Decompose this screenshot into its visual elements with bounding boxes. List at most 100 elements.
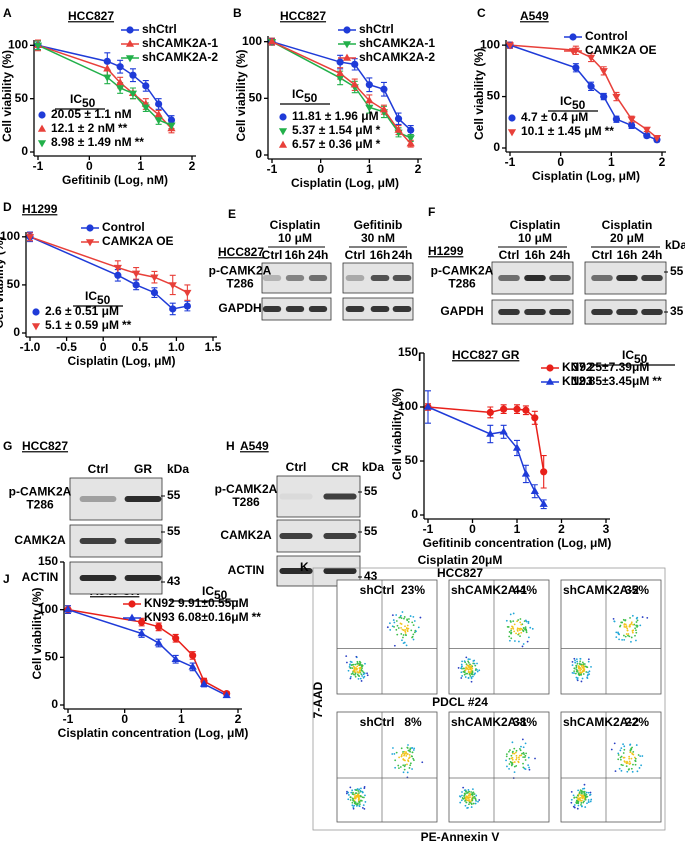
marker — [116, 85, 125, 93]
ic50-header: IC — [560, 94, 572, 108]
event-dot — [521, 752, 523, 755]
event-dot — [472, 660, 475, 662]
event-dot — [358, 804, 361, 807]
lane-label: 16h — [525, 248, 546, 262]
ic50-sub: 50 — [82, 96, 96, 110]
event-dot — [630, 621, 633, 624]
x-tick-label: 0 — [86, 159, 93, 173]
event-dot — [462, 667, 465, 670]
event-dot — [635, 624, 638, 627]
legend-label: shCAMK2A-2 — [142, 50, 218, 64]
marker — [86, 224, 94, 232]
event-dot — [403, 754, 405, 757]
ic50-value: 5.37 ± 1.54 μM — [292, 123, 373, 137]
event-dot — [400, 623, 403, 625]
event-dot — [524, 754, 527, 757]
event-dot — [400, 633, 403, 635]
event-dot — [475, 668, 478, 671]
event-dot — [573, 670, 576, 673]
event-dot — [347, 794, 350, 796]
event-dot — [465, 656, 468, 659]
event-dot — [571, 660, 574, 663]
event-dot — [468, 799, 470, 801]
marker — [279, 113, 287, 121]
dose-label: 30 nM — [361, 231, 395, 245]
event-dot — [403, 616, 406, 618]
marker — [627, 116, 636, 124]
x-tick-label: 2 — [659, 155, 666, 169]
marker — [500, 405, 508, 413]
event-dot — [356, 667, 358, 670]
event-dot — [388, 622, 391, 625]
marker — [587, 82, 595, 90]
event-dot — [575, 664, 578, 667]
event-dot — [619, 749, 622, 752]
marker — [545, 377, 555, 385]
marker — [154, 117, 163, 125]
event-dot — [522, 751, 525, 754]
event-dot — [589, 791, 592, 794]
event-dot — [513, 765, 516, 768]
lane-label: 24h — [308, 248, 329, 262]
panel-letter: J — [3, 572, 10, 586]
event-dot — [406, 763, 408, 766]
event-dot — [579, 663, 581, 666]
event-dot — [358, 792, 360, 794]
event-dot — [576, 662, 579, 665]
marker — [138, 618, 146, 626]
event-dot — [465, 663, 468, 666]
ic50-value: 8.98 ± 1.49 nM — [51, 135, 132, 149]
event-dot — [625, 765, 628, 768]
event-dot — [619, 625, 621, 628]
event-dot — [363, 807, 366, 810]
event-dot — [581, 794, 584, 797]
x-tick-label: 0.5 — [131, 340, 148, 354]
event-dot — [519, 635, 521, 638]
event-dot — [573, 804, 576, 806]
event-dot — [516, 620, 519, 623]
event-dot — [358, 794, 360, 797]
event-dot — [527, 620, 530, 623]
legend-label: CAMK2A OE — [102, 234, 174, 248]
event-dot — [470, 666, 473, 669]
event-dot — [513, 623, 516, 626]
event-dot — [364, 794, 366, 797]
event-dot — [626, 770, 629, 773]
event-dot — [623, 638, 626, 641]
apoptosis-percent: 38% — [513, 715, 537, 729]
event-dot — [470, 673, 473, 675]
event-dot — [406, 618, 408, 621]
ic50-value: 6.57 ± 0.36 μM — [292, 137, 373, 151]
event-dot — [404, 632, 407, 634]
y-tick-label: 100 — [480, 37, 500, 51]
event-dot — [508, 768, 510, 770]
legend-label: Control — [585, 29, 628, 43]
event-dot — [632, 623, 634, 626]
event-dot — [576, 678, 579, 681]
event-dot — [470, 669, 473, 672]
event-dot — [396, 633, 399, 636]
event-dot — [469, 670, 472, 673]
event-dot — [474, 672, 477, 675]
event-dot — [466, 797, 469, 799]
event-dot — [582, 790, 584, 793]
event-dot — [345, 792, 348, 795]
event-dot — [357, 671, 360, 674]
event-dot — [411, 746, 414, 749]
panel-letter: K — [300, 560, 309, 574]
event-dot — [356, 802, 359, 805]
ic50-value: 4.7 ± 0.4 μM — [521, 110, 588, 124]
event-dot — [476, 662, 478, 665]
event-dot — [570, 790, 573, 793]
marker — [569, 33, 577, 41]
event-dot — [413, 620, 416, 622]
cell-line: HCC827 — [218, 245, 264, 259]
band — [345, 275, 365, 281]
apoptosis-percent: 44% — [513, 583, 537, 597]
event-dot — [575, 799, 578, 802]
event-dot — [401, 611, 404, 613]
event-dot — [570, 801, 573, 804]
y-tick-label: 0 — [21, 144, 28, 158]
ic50-value: 12.85±3.45μM — [572, 374, 649, 388]
event-dot — [471, 797, 474, 800]
